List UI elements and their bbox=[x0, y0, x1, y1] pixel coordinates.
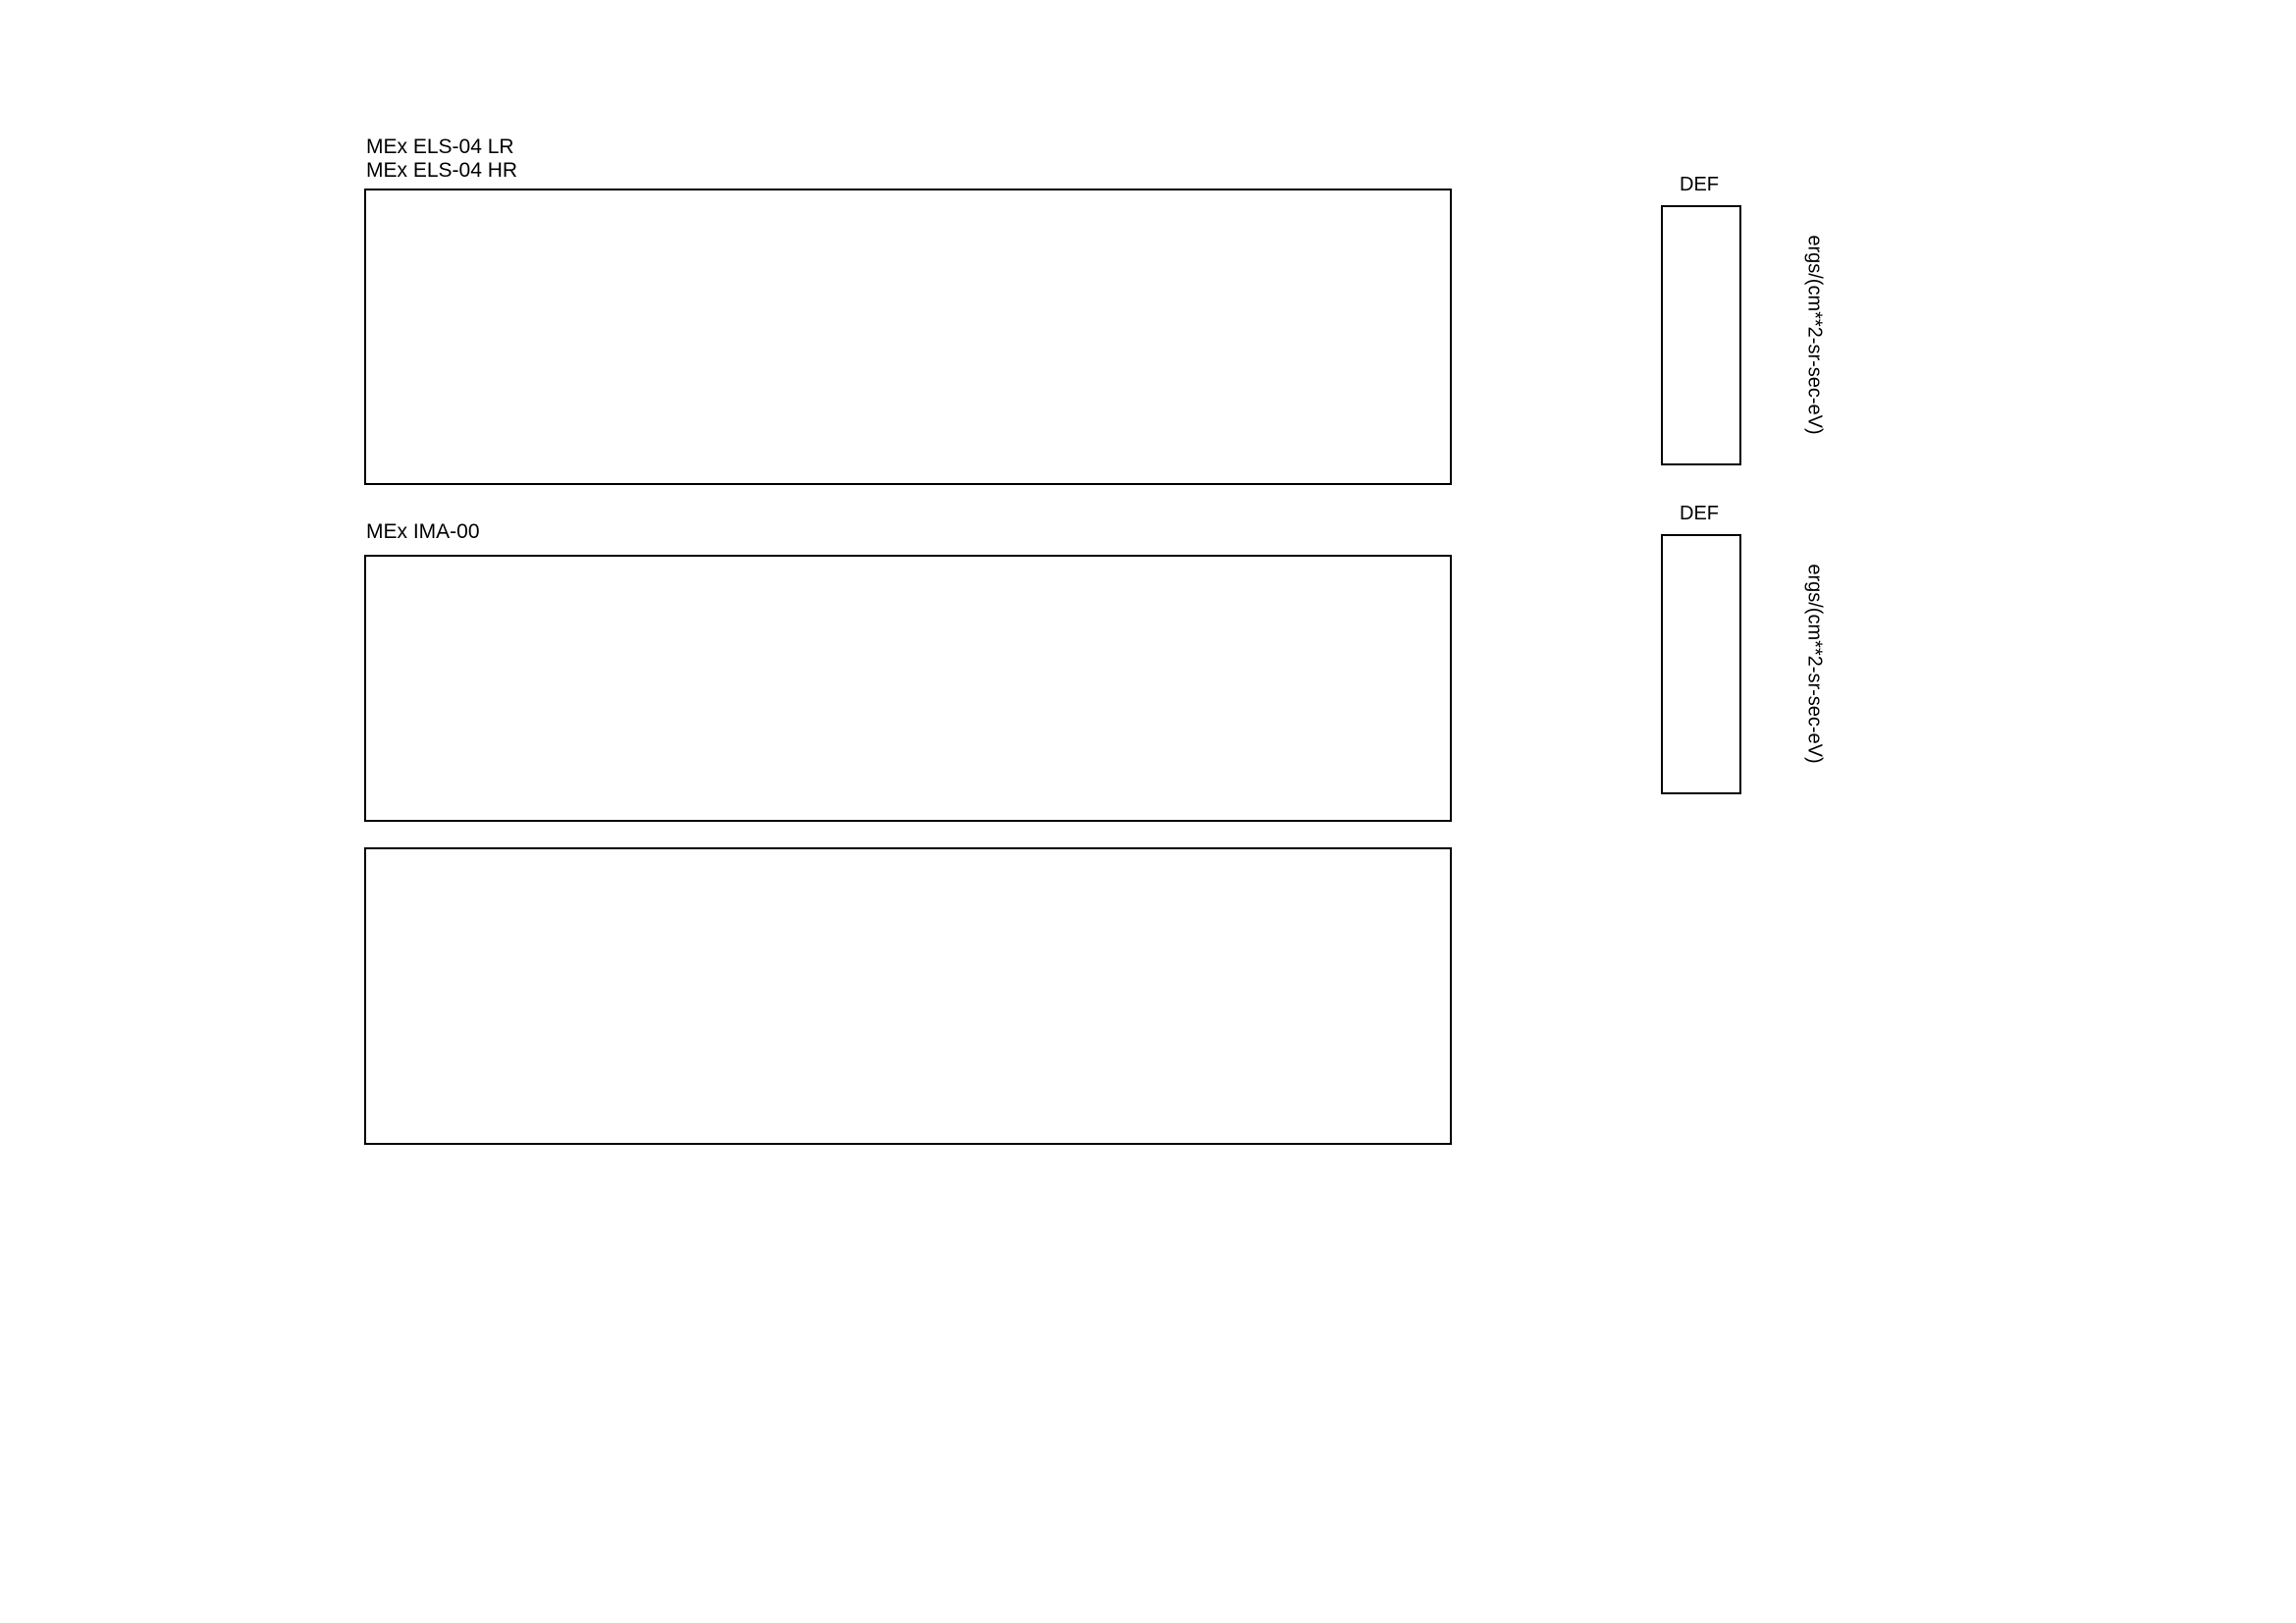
colorbar-els-gradient bbox=[1661, 205, 1741, 465]
colorbar-ima-units-label: ergs/(cm**2-sr-sec-eV) bbox=[1803, 564, 1826, 764]
ima-spectrogram-panel bbox=[364, 555, 1452, 822]
els-spectrogram-panel bbox=[364, 189, 1452, 485]
colorbar-els-units-label: ergs/(cm**2-sr-sec-eV) bbox=[1803, 235, 1826, 435]
colorbar-els-def-label: DEF bbox=[1680, 174, 1719, 195]
ima-spectrogram-canvas bbox=[366, 557, 1450, 820]
altitude-sza-canvas bbox=[366, 849, 1450, 1143]
colorbar-ima-gradient bbox=[1661, 534, 1741, 794]
colorbar-ima: DEF bbox=[1661, 503, 1741, 794]
colorbar-els: DEF bbox=[1661, 174, 1741, 465]
els-title-hr: MEx ELS-04 HR bbox=[366, 159, 518, 182]
els-spectrogram-canvas bbox=[366, 190, 1450, 483]
colorbar-ima-def-label: DEF bbox=[1680, 503, 1719, 524]
ima-title: MEx IMA-00 bbox=[366, 520, 480, 543]
altitude-sza-panel bbox=[364, 847, 1452, 1145]
els-title-lr: MEx ELS-04 LR bbox=[366, 135, 514, 158]
